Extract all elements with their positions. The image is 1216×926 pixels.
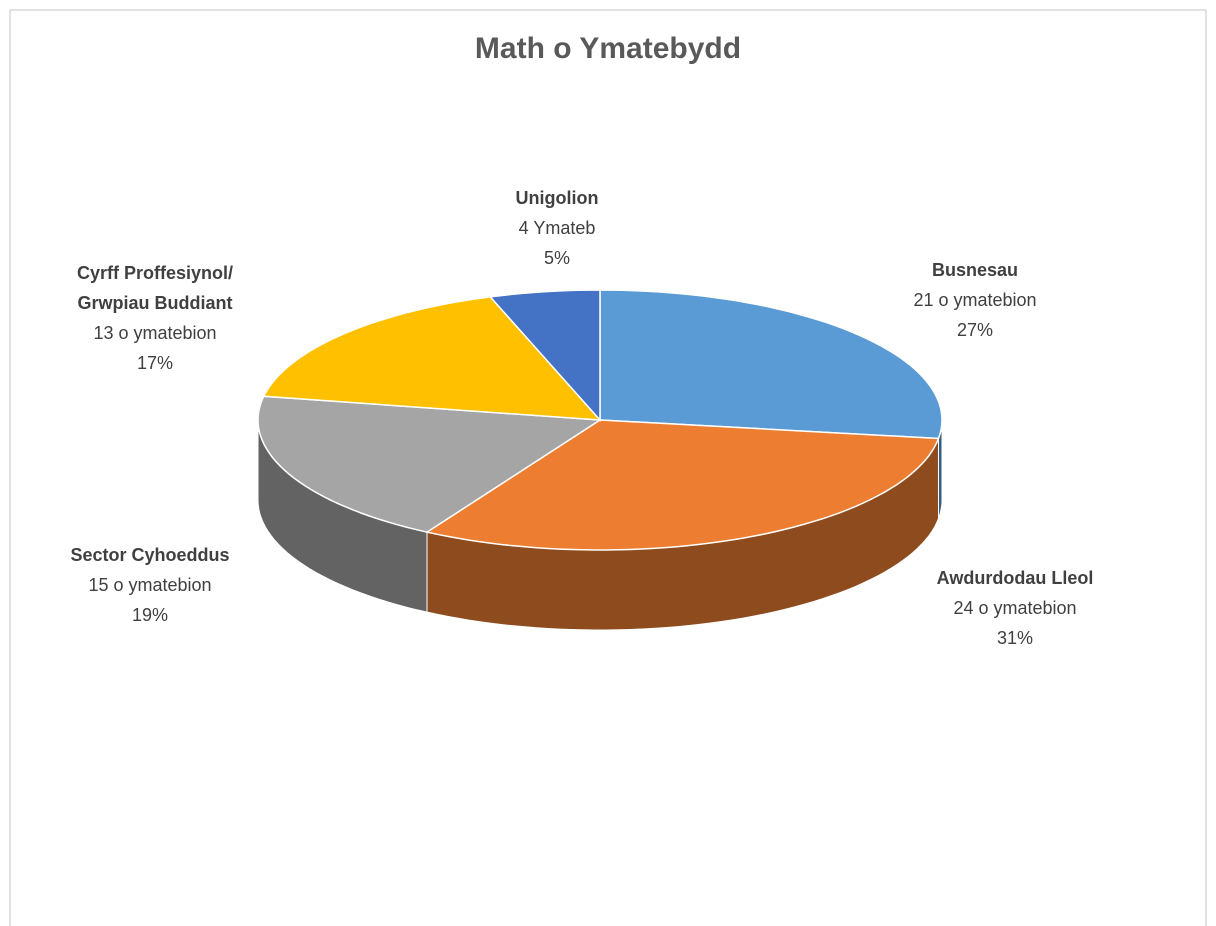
- data-label: Cyrff Proffesiynol/ Grwpiau Buddiant 13 o…: [40, 258, 270, 378]
- label-value: 4 Ymateb: [518, 218, 596, 238]
- label-category: Awdurdodau Lleol: [936, 568, 1094, 588]
- label-value: 24 o ymatebion: [953, 598, 1077, 618]
- label-percent: 17%: [136, 353, 174, 373]
- label-percent: 27%: [956, 320, 994, 340]
- chart-border: [9, 9, 1207, 926]
- label-value: 13 o ymatebion: [93, 323, 217, 343]
- label-category: Sector Cyhoeddus: [70, 545, 230, 565]
- data-label: Sector Cyhoeddus 15 o ymatebion 19%: [70, 540, 229, 630]
- slice: [425, 419, 940, 551]
- label-category: Unigolion: [515, 188, 599, 208]
- slice: [257, 395, 603, 533]
- chart-title: Math o Ymatebydd: [474, 32, 742, 65]
- slice: [599, 289, 943, 440]
- data-label: Awdurdodau Lleol 24 o ymatebion 31%: [937, 563, 1094, 653]
- label-value: 21 o ymatebion: [913, 290, 1037, 310]
- slice: [262, 296, 602, 421]
- label-percent: 19%: [131, 605, 169, 625]
- data-label: Busnesau 21 o ymatebion 27%: [913, 255, 1036, 345]
- slice: [488, 289, 601, 422]
- label-value: 15 o ymatebion: [88, 575, 212, 595]
- label-percent: 5%: [543, 248, 571, 268]
- label-percent: 31%: [996, 628, 1034, 648]
- data-label: Unigolion 4 Ymateb 5%: [516, 183, 599, 273]
- label-category: Busnesau: [931, 260, 1019, 280]
- label-category: Cyrff Proffesiynol/ Grwpiau Buddiant: [76, 263, 234, 313]
